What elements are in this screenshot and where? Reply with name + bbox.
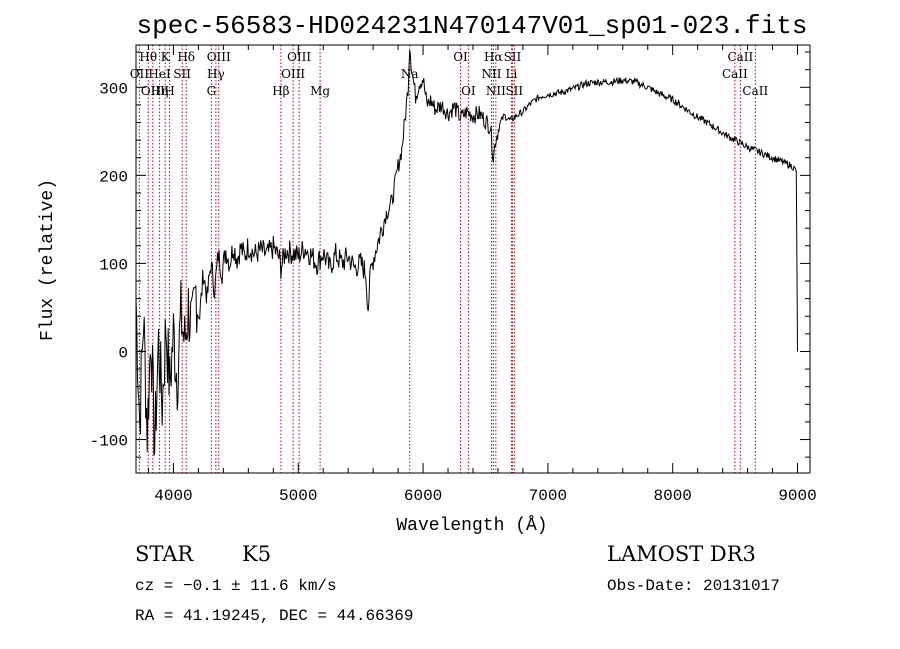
y-tick-label: -100 [90, 433, 128, 451]
x-axis-ticks: 4000 5000 6000 7000 8000 9000 [147, 45, 817, 505]
x-axis-label: Wavelength (Å) [396, 515, 547, 536]
line-label: Hδ [177, 50, 195, 64]
y-tick-label: 100 [99, 256, 128, 274]
line-label: NII [486, 84, 506, 98]
line-label: Hα [484, 50, 503, 64]
line-label: OIII [281, 67, 305, 81]
line-label: NII [481, 67, 501, 81]
line-label: SII [173, 67, 191, 81]
redshift-cz: cz = −0.1 ± 11.6 km/s [135, 577, 337, 595]
line-label: CaII [722, 67, 748, 81]
line-label: OII [130, 67, 150, 81]
observation-date: Obs-Date: 20131017 [607, 577, 780, 595]
line-label: OIII [287, 50, 311, 64]
line-label: Hη [151, 84, 169, 98]
x-tick-label: 5000 [279, 487, 317, 505]
line-label: CaII [742, 84, 768, 98]
line-label: OIII [141, 84, 165, 98]
y-axis-label: Flux (relative) [38, 179, 58, 341]
object-subclass: K5 [242, 542, 271, 566]
y-tick-label: 200 [99, 168, 128, 186]
survey-name: LAMOST DR3 [607, 542, 756, 566]
line-label: Mg [310, 84, 330, 98]
x-tick-label: 6000 [404, 487, 442, 505]
line-label: CaII [727, 50, 753, 64]
line-label: Na [401, 67, 419, 81]
x-tick-label: 7000 [529, 487, 567, 505]
y-tick-label: 300 [99, 80, 128, 98]
y-tick-label: 0 [118, 344, 128, 362]
line-label: Hβ [272, 84, 289, 98]
x-tick-label: 8000 [654, 487, 692, 505]
line-label: G [207, 84, 217, 98]
spectrum-series-line [135, 49, 798, 456]
coordinates: RA = 41.19245, DEC = 44.66369 [135, 607, 413, 625]
line-label: SII [505, 84, 523, 98]
chart-title: spec-56583-HD024231N470147V01_sp01-023.f… [137, 11, 808, 41]
line-label: H [164, 84, 174, 98]
x-tick-label: 4000 [154, 487, 192, 505]
line-label: Li [506, 67, 518, 81]
line-label: Hγ [207, 67, 225, 81]
line-label: HeI [148, 67, 171, 81]
y-axis-ticks: -100 0 100 200 300 [90, 51, 810, 458]
line-label: OI [453, 50, 468, 64]
line-label: SII [504, 50, 522, 64]
line-label: Hθ [139, 50, 157, 64]
line-label: OI [461, 84, 476, 98]
x-tick-label: 9000 [778, 487, 816, 505]
line-label: K [161, 50, 171, 64]
line-label: OIII [207, 50, 231, 64]
object-class: STAR [135, 542, 194, 566]
